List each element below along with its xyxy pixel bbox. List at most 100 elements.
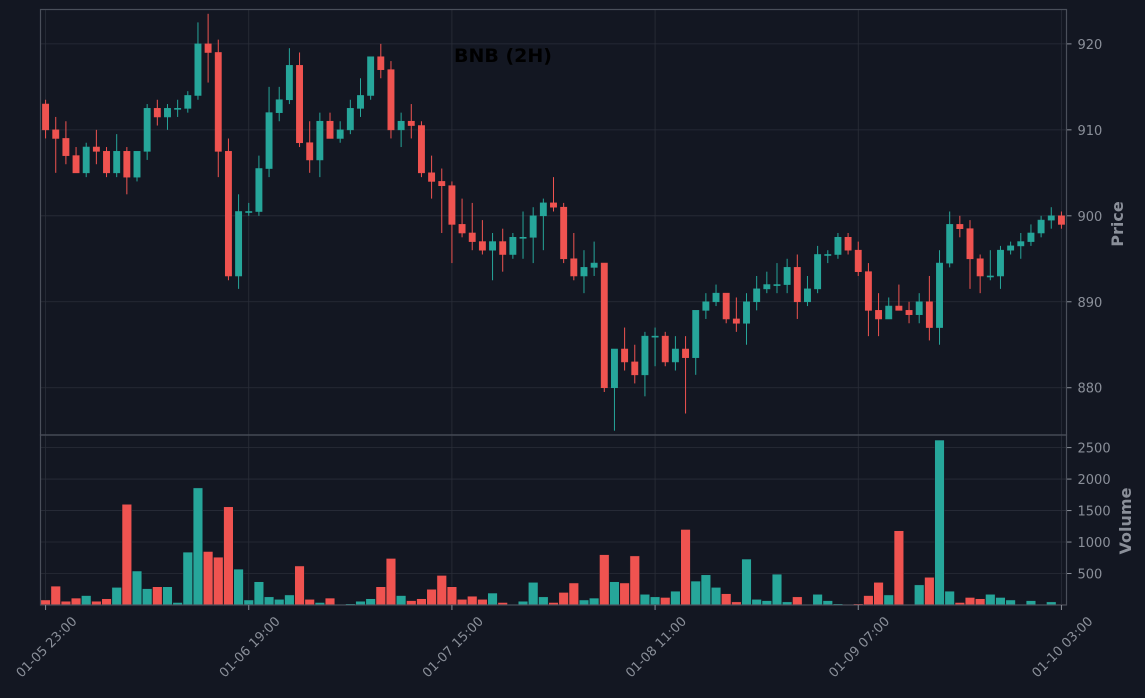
candle-body xyxy=(164,108,171,118)
volume-bar xyxy=(40,599,51,606)
candle-body xyxy=(824,254,832,256)
candle-body xyxy=(529,215,537,238)
candle-body xyxy=(986,275,994,278)
volume-bar xyxy=(162,586,173,606)
price-tick-label: 900 xyxy=(1078,210,1103,225)
volume-bar xyxy=(771,573,783,606)
volume-bar xyxy=(477,599,488,606)
volume-bar xyxy=(873,582,884,606)
x-tick-label: 01-09 07:00 xyxy=(826,614,893,681)
volume-bar xyxy=(487,592,498,606)
candle-body xyxy=(753,288,761,303)
candle-body xyxy=(316,120,324,161)
candle-body xyxy=(184,95,192,109)
volume-bar xyxy=(456,599,468,606)
candle-body xyxy=(763,284,771,290)
candle-body xyxy=(133,151,141,178)
volume-bar xyxy=(538,596,549,606)
candle-body xyxy=(357,95,364,109)
x-tick-label: 01-07 15:00 xyxy=(420,614,487,681)
volume-bar xyxy=(213,556,224,606)
volume-panel-frame xyxy=(39,434,1068,606)
volume-bar xyxy=(964,597,976,606)
volume-bar xyxy=(426,589,437,606)
price-axis-label: Price xyxy=(1108,201,1127,247)
volume-bar xyxy=(111,587,122,606)
volume-axis-label: Volume xyxy=(1116,487,1135,554)
volume-bar xyxy=(558,592,569,606)
candle-body xyxy=(448,185,456,225)
candle-body xyxy=(204,43,212,53)
volume-bar xyxy=(396,595,407,606)
volume-bar xyxy=(680,529,691,606)
candle-body xyxy=(367,56,375,96)
volume-bar xyxy=(446,586,457,606)
candle-body xyxy=(590,262,598,268)
candle-body xyxy=(580,267,588,277)
candle-body xyxy=(113,151,121,174)
candle-body xyxy=(692,310,700,358)
volume-bar xyxy=(944,590,955,606)
volume-bar xyxy=(253,581,264,606)
volume-bar xyxy=(263,596,275,606)
volume-bar xyxy=(284,594,295,606)
volume-bar xyxy=(589,597,600,606)
candle-body xyxy=(550,202,557,208)
volume-bar xyxy=(365,598,376,606)
volume-tick-label: 2000 xyxy=(1078,473,1111,488)
volume-bar xyxy=(619,582,630,606)
volume-bar xyxy=(934,439,945,606)
volume-bar xyxy=(182,551,193,606)
volume-bar xyxy=(985,594,996,606)
candle-body xyxy=(854,249,862,272)
candle-body xyxy=(103,151,110,174)
volume-bar xyxy=(223,506,234,606)
candle-body xyxy=(814,254,822,290)
candle-body xyxy=(82,146,90,174)
volume-bar xyxy=(639,594,651,606)
volume-panel: 500 1000 1500 2000 2500 01-05 23:00 01-06 19:0… xyxy=(14,434,1111,681)
volume-bar xyxy=(924,577,935,606)
candle-body xyxy=(783,267,791,285)
volume-bar xyxy=(670,590,681,606)
volume-bar xyxy=(81,595,92,606)
candle-body xyxy=(123,151,131,178)
volume-bar xyxy=(690,580,701,606)
candle-body xyxy=(997,249,1004,277)
candle-body xyxy=(905,310,913,315)
volume-bar xyxy=(324,597,336,606)
candle-body xyxy=(1047,215,1055,221)
candle-body xyxy=(1037,219,1045,234)
volume-bar xyxy=(1025,600,1037,606)
volume-bar xyxy=(822,600,833,606)
candle-body xyxy=(245,211,253,213)
volume-bar xyxy=(883,594,894,606)
candle-body xyxy=(194,43,202,96)
candle-body xyxy=(611,348,618,389)
candle-body xyxy=(1017,241,1025,247)
candle-body xyxy=(804,288,811,303)
candle-body xyxy=(214,52,222,152)
volume-bar xyxy=(131,570,143,606)
candle-body xyxy=(387,69,395,131)
volume-bar xyxy=(467,595,478,606)
candle-body xyxy=(62,138,70,156)
volume-bar xyxy=(650,596,661,606)
candle-body xyxy=(864,271,872,311)
volume-bar xyxy=(914,584,925,606)
candle-body xyxy=(722,292,730,320)
volume-bar xyxy=(203,551,214,606)
candle-body xyxy=(895,305,903,311)
candle-body xyxy=(306,142,314,161)
volume-bar xyxy=(142,588,153,606)
candle-body xyxy=(1057,215,1065,225)
candle-body xyxy=(468,232,476,242)
price-panel-frame xyxy=(39,8,1068,436)
candle-body xyxy=(885,305,893,320)
volume-bar xyxy=(70,597,82,606)
volume-bar xyxy=(721,593,732,606)
volume-tick-label: 500 xyxy=(1078,568,1103,583)
candle-body xyxy=(712,292,720,303)
